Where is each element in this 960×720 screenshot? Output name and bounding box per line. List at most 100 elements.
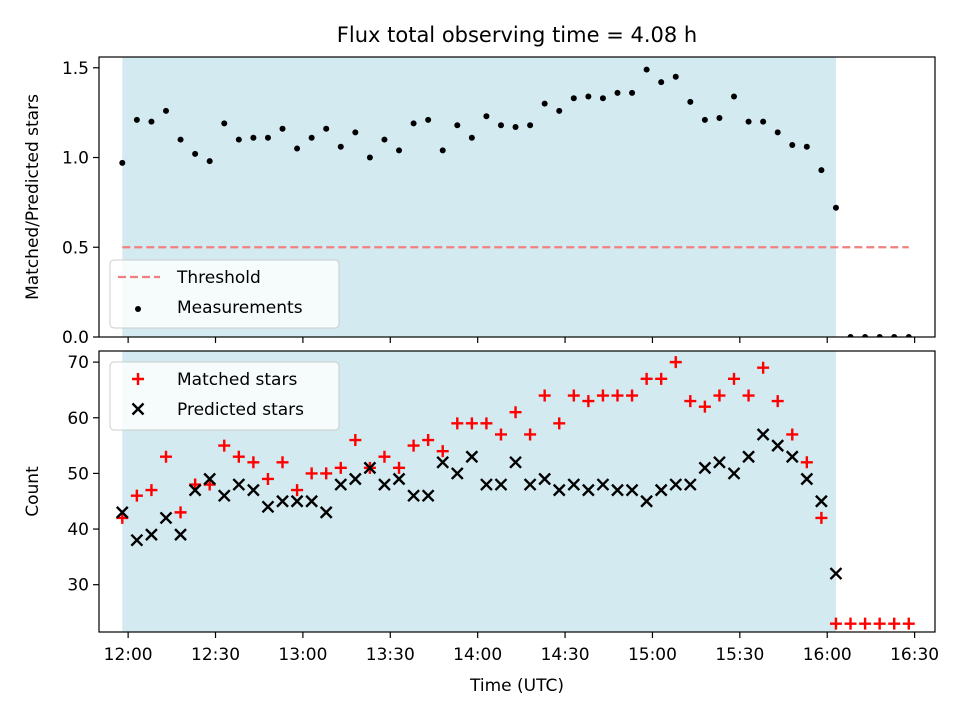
y-tick-label: 0.5 bbox=[62, 238, 89, 258]
y-tick-label: 70 bbox=[67, 353, 89, 373]
measurement-point bbox=[585, 93, 592, 100]
predicted-point bbox=[290, 494, 304, 508]
y-axis-label: Matched/Predicted stars bbox=[23, 94, 43, 300]
legend-predicted-swatch bbox=[131, 402, 145, 416]
matched-point bbox=[247, 456, 260, 469]
y-tick-label: 60 bbox=[67, 409, 89, 429]
matched-point bbox=[305, 467, 318, 480]
y-tick-label: 0.0 bbox=[62, 328, 89, 348]
measurement-point bbox=[687, 98, 694, 105]
predicted-point bbox=[348, 472, 362, 486]
measurement-point bbox=[396, 147, 403, 154]
matched-point bbox=[873, 617, 886, 630]
plot-area bbox=[119, 66, 912, 337]
predicted-point bbox=[203, 472, 217, 486]
measurement-point bbox=[745, 118, 752, 125]
legend-label: Predicted stars bbox=[177, 400, 304, 420]
legend: Threshold Measurements bbox=[109, 259, 340, 329]
matched-point bbox=[407, 439, 420, 452]
series-measurements bbox=[119, 66, 912, 337]
measurement-point bbox=[541, 100, 548, 107]
measurement-point bbox=[891, 334, 898, 337]
measurement-point bbox=[410, 120, 417, 127]
matched-point bbox=[800, 456, 813, 469]
measurement-point bbox=[366, 154, 373, 161]
matched-point bbox=[640, 372, 653, 385]
matched-point bbox=[713, 389, 726, 402]
matched-point bbox=[232, 450, 245, 463]
measurement-point bbox=[381, 136, 388, 143]
x-tick-label: 16:00 bbox=[803, 645, 852, 665]
predicted-point bbox=[334, 478, 348, 491]
matched-point bbox=[451, 417, 464, 430]
matched-point bbox=[771, 395, 784, 408]
measurement-point bbox=[876, 334, 883, 337]
measurement-point bbox=[439, 147, 446, 154]
measurement-point bbox=[512, 124, 519, 130]
matched-point bbox=[815, 511, 828, 524]
y-tick-label: 30 bbox=[67, 576, 89, 596]
predicted-point bbox=[407, 489, 420, 503]
x-tick-label: 13:00 bbox=[278, 645, 327, 665]
measurement-point bbox=[337, 143, 344, 150]
measurement-point bbox=[847, 334, 854, 337]
measurement-point bbox=[425, 116, 432, 123]
matched-point bbox=[320, 467, 333, 480]
y-tick-label: 40 bbox=[67, 520, 89, 540]
predicted-point bbox=[829, 567, 843, 580]
matched-point bbox=[174, 506, 187, 519]
measurement-point bbox=[658, 79, 665, 86]
predicted-point bbox=[771, 439, 785, 452]
predicted-point bbox=[567, 478, 581, 491]
matched-point bbox=[596, 389, 609, 402]
legend-matched-swatch bbox=[132, 373, 144, 385]
predicted-point bbox=[742, 450, 755, 464]
matched-point bbox=[524, 428, 537, 441]
bottom-panel: 12:00 12:30 13:00 13:30 14:00 14:30 15:00 15:30… bbox=[23, 350, 939, 696]
plot-area bbox=[115, 356, 915, 630]
measurement-point bbox=[483, 113, 490, 120]
predicted-point bbox=[392, 472, 406, 486]
measurement-point bbox=[818, 167, 825, 174]
series-predicted-stars bbox=[115, 428, 843, 580]
matched-point bbox=[276, 456, 289, 469]
predicted-point bbox=[115, 506, 129, 519]
matched-point bbox=[291, 484, 304, 497]
predicted-point bbox=[727, 467, 741, 480]
matched-point bbox=[829, 617, 842, 630]
measurement-point bbox=[672, 73, 679, 80]
predicted-point bbox=[450, 467, 464, 480]
matched-point bbox=[422, 434, 435, 447]
measurement-point bbox=[716, 115, 723, 122]
matched-point bbox=[159, 450, 172, 463]
predicted-point bbox=[611, 483, 624, 497]
y-tick-label: 1.0 bbox=[62, 149, 89, 169]
predicted-point bbox=[698, 461, 712, 475]
predicted-point bbox=[247, 483, 260, 497]
predicted-point bbox=[188, 483, 202, 497]
matched-point bbox=[611, 389, 624, 402]
x-tick-label: 14:00 bbox=[453, 645, 502, 665]
x-tick-label: 15:00 bbox=[628, 645, 677, 665]
predicted-point bbox=[552, 483, 566, 497]
measurement-point bbox=[454, 122, 461, 129]
measurement-point bbox=[177, 136, 184, 143]
measurement-point bbox=[556, 107, 563, 114]
predicted-point bbox=[669, 478, 683, 491]
legend-box bbox=[109, 259, 340, 329]
measurement-point bbox=[629, 89, 636, 96]
predicted-point bbox=[378, 478, 391, 491]
matched-point bbox=[742, 389, 755, 402]
predicted-point bbox=[582, 483, 595, 497]
y-axis-label: Count bbox=[23, 466, 43, 517]
measurement-point bbox=[221, 120, 228, 127]
predicted-point bbox=[596, 478, 610, 491]
measurement-point bbox=[789, 141, 796, 148]
measurement-point bbox=[119, 159, 126, 166]
predicted-point bbox=[159, 511, 173, 525]
legend: Matched stars Predicted stars bbox=[109, 361, 340, 431]
predicted-point bbox=[261, 500, 275, 514]
measurement-point bbox=[206, 158, 213, 165]
matched-point bbox=[698, 400, 711, 413]
